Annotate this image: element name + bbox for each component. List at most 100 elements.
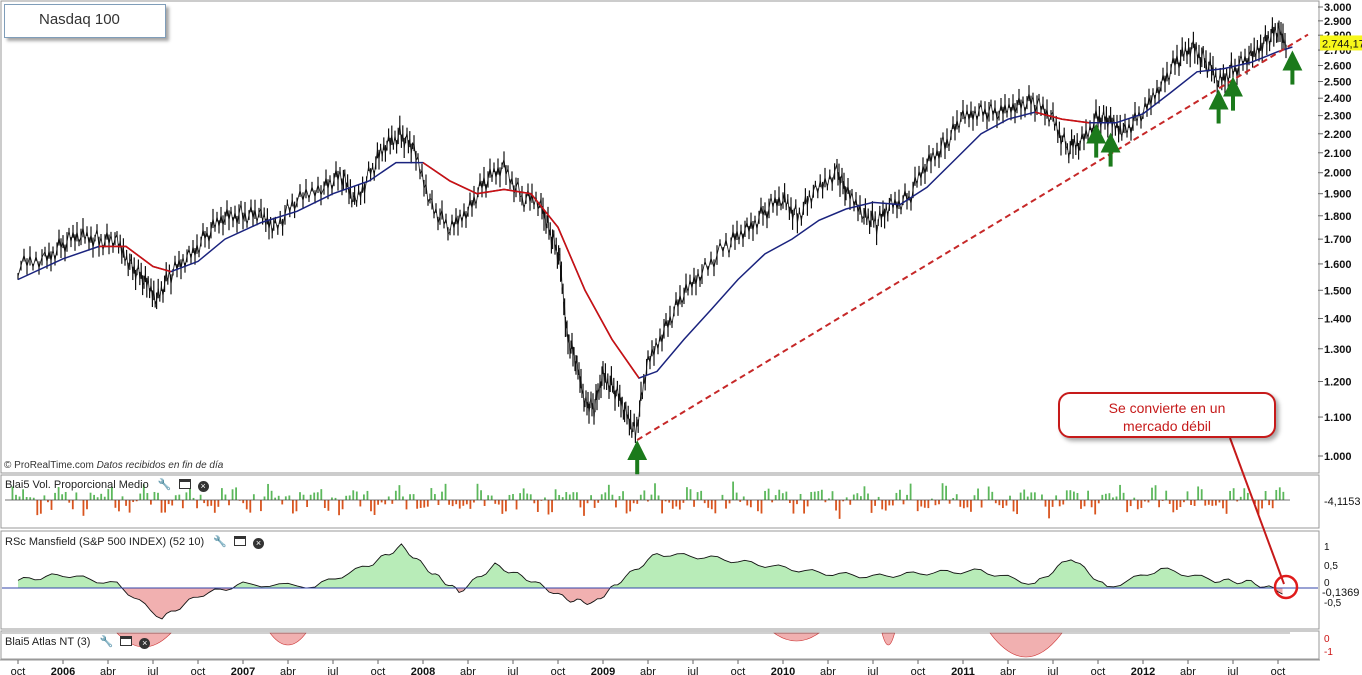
- volume-bar: [444, 483, 447, 500]
- volume-bar: [536, 500, 539, 512]
- volume-bar: [458, 500, 461, 509]
- volume-bar: [1005, 500, 1008, 506]
- volume-bar: [515, 500, 518, 510]
- volume-bar: [931, 498, 933, 500]
- last-price-badge: [1320, 35, 1362, 51]
- volume-bar: [1179, 500, 1182, 508]
- close-icon[interactable]: ×: [253, 538, 264, 549]
- volume-bar: [355, 491, 358, 500]
- volume-bar: [625, 500, 628, 514]
- volume-bar: [1030, 492, 1033, 500]
- volume-bar: [1175, 500, 1178, 510]
- volume-bar: [352, 490, 355, 500]
- x-tick-label: 2010: [771, 666, 795, 675]
- support-arrows: [627, 50, 1303, 475]
- volume-bar: [260, 500, 262, 512]
- atlas-panel-frame: [0, 630, 1320, 660]
- volume-bar: [707, 500, 710, 508]
- x-tick-label: abr: [280, 666, 296, 675]
- volume-bar: [1144, 500, 1146, 502]
- volume-bar: [451, 500, 454, 507]
- source-note: © ProRealTime.com Datos recibidos en fin…: [4, 460, 223, 471]
- wrench-icon[interactable]: 🔧: [213, 536, 227, 548]
- x-tick-label: jul: [686, 666, 698, 675]
- volume-bar: [647, 500, 649, 502]
- volume-bar: [1186, 491, 1189, 500]
- support-trendline: [636, 33, 1309, 441]
- volume-bar: [693, 500, 695, 507]
- source-text: Datos recibidos en fin de día: [96, 460, 224, 471]
- volume-bar: [735, 492, 738, 500]
- volume-bar: [1140, 500, 1143, 508]
- atlas-tick: -1: [1324, 647, 1333, 658]
- window-icon[interactable]: [178, 479, 191, 489]
- mansfield-panel-label: RSc Mansfield (S&P 500 INDEX) (52 10): [5, 536, 205, 548]
- volume-bar: [437, 500, 440, 506]
- volume-bar: [409, 494, 411, 500]
- volume-bar: [806, 500, 809, 507]
- volume-bar: [767, 488, 770, 500]
- y-tick-label: 1.800: [1324, 211, 1352, 223]
- volume-bar: [121, 496, 124, 500]
- volume-bar: [636, 500, 639, 504]
- window-icon[interactable]: [120, 636, 133, 646]
- volume-bar: [416, 500, 419, 509]
- x-tick-label: 2008: [411, 666, 435, 675]
- volume-bar: [1044, 500, 1047, 507]
- volume-bar: [547, 500, 550, 515]
- volume-bar: [199, 494, 202, 500]
- y-tick-label: 1.200: [1324, 376, 1352, 388]
- volume-bar: [1161, 500, 1164, 501]
- volume-bar: [323, 500, 326, 509]
- volume-bar: [348, 495, 351, 500]
- volume-bar: [1264, 491, 1267, 500]
- wrench-icon[interactable]: 🔧: [99, 636, 114, 648]
- volume-bar: [1051, 500, 1054, 507]
- close-icon[interactable]: ×: [139, 638, 151, 649]
- mansfield-area: 1 0,5 0 -0,5-0,1369: [2, 542, 1359, 620]
- volume-bar: [185, 492, 188, 500]
- volume-bar: [39, 500, 42, 514]
- volume-bar: [877, 496, 880, 500]
- mansfield-tick: 0: [1324, 578, 1330, 589]
- volume-bar: [405, 500, 408, 510]
- volume-bar: [1278, 487, 1281, 500]
- volume-bar: [860, 496, 862, 500]
- mansfield-panel-header: RSc Mansfield (S&P 500 INDEX) (52 10) 🔧 …: [5, 535, 264, 549]
- atlas-bump: [773, 632, 820, 642]
- volume-bar: [1165, 490, 1168, 500]
- volume-bar: [622, 491, 624, 500]
- volume-bar: [501, 500, 504, 514]
- volume-bar: [1129, 500, 1132, 507]
- volume-bar: [1033, 492, 1036, 500]
- volume-bar: [338, 500, 340, 516]
- wrench-icon[interactable]: 🔧: [157, 479, 172, 491]
- close-icon[interactable]: ×: [197, 481, 209, 492]
- volume-bar: [1115, 496, 1118, 500]
- y-tick-label: 2.600: [1324, 60, 1352, 72]
- volume-bar: [153, 491, 156, 500]
- volume-bar: [487, 495, 490, 500]
- volume-bar: [671, 500, 674, 509]
- volume-bar: [519, 493, 521, 500]
- volume-bar: [373, 500, 376, 515]
- x-tick-label: 2006: [51, 666, 75, 675]
- volume-bar: [1158, 500, 1160, 508]
- volume-bar: [863, 486, 866, 500]
- volume-bar: [909, 483, 912, 500]
- volume-bar: [196, 500, 198, 509]
- weak-market-circle: [1273, 574, 1299, 600]
- volume-bar: [643, 490, 646, 500]
- volume-bar: [629, 500, 632, 512]
- volume-bar: [732, 481, 734, 500]
- volume-bar: [394, 490, 397, 500]
- volume-bar: [387, 496, 390, 500]
- volume-bar: [1282, 491, 1285, 500]
- volume-bar: [1002, 500, 1004, 509]
- volume-bar: [1154, 485, 1157, 500]
- window-icon[interactable]: [233, 536, 246, 546]
- price-lines: [17, 17, 1309, 443]
- volume-bar: [785, 491, 788, 500]
- volume-bar: [512, 494, 514, 500]
- volume-bar: [167, 500, 170, 505]
